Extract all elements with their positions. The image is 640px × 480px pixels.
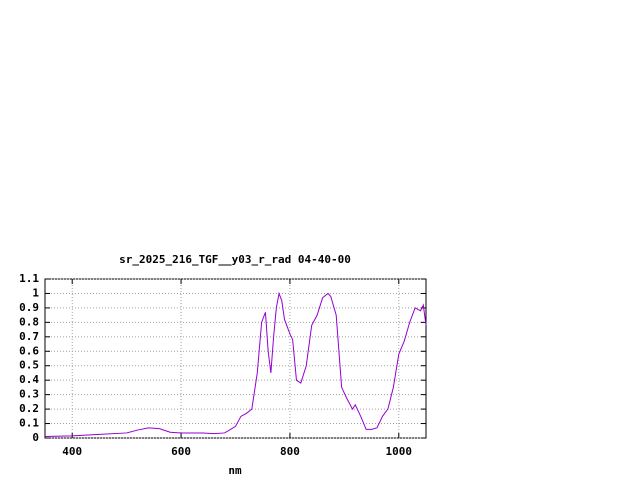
y-tick-label: 0.5 [19, 359, 39, 372]
x-tick-label: 800 [280, 445, 300, 458]
x-axis-label: nm [228, 464, 242, 477]
y-tick-label: 0.1 [19, 417, 39, 430]
y-tick-label: 0.4 [19, 373, 39, 386]
x-tick-label: 600 [171, 445, 191, 458]
y-tick-label: 0.2 [19, 402, 39, 415]
plot-frame [44, 278, 427, 439]
y-tick-label: 0.3 [19, 388, 39, 401]
chart-title: sr_2025_216_TGF__y03_r_rad 04-40-00 [119, 253, 351, 266]
y-tick-label: 0.9 [19, 301, 39, 314]
y-tick-label: 0.7 [19, 330, 39, 343]
y-tick-label: 0.6 [19, 344, 39, 357]
y-tick-label: 0 [32, 431, 39, 444]
y-tick-label: 1.1 [19, 272, 39, 285]
y-tick-label: 0.8 [19, 315, 39, 328]
x-tick-label: 400 [62, 445, 82, 458]
x-tick-label: 1000 [386, 445, 413, 458]
y-tick-label: 1 [32, 286, 39, 299]
data-line [44, 291, 427, 438]
